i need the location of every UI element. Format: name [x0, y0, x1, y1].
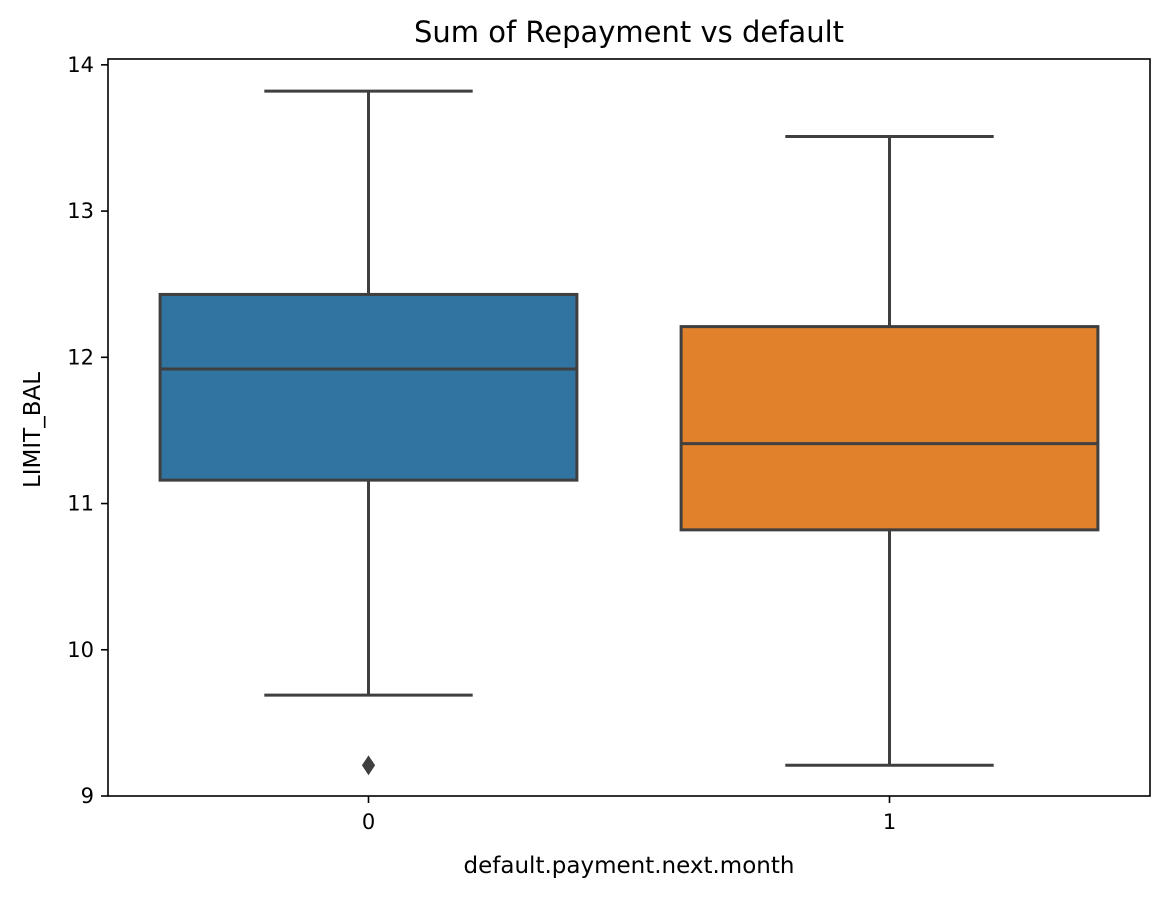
y-tick-label: 11	[67, 492, 94, 516]
x-tick-label: 1	[883, 810, 896, 834]
y-axis: 9 10 11 12 13 14	[67, 53, 108, 808]
y-tick-label: 12	[67, 345, 94, 369]
x-tick-label: 0	[362, 810, 375, 834]
y-tick-label: 10	[67, 638, 94, 662]
y-axis-label: LIMIT_BAL	[20, 372, 46, 488]
box-group-0	[158, 89, 579, 776]
chart-title: Sum of Repayment vs default	[414, 15, 844, 49]
plot-area	[158, 89, 1100, 776]
y-tick-label: 9	[81, 784, 94, 808]
x-axis-label: default.payment.next.month	[464, 853, 795, 879]
iqr-box	[158, 292, 579, 482]
outlier-point	[361, 755, 376, 776]
iqr-box	[679, 325, 1100, 532]
y-tick-label: 14	[67, 53, 94, 77]
plot-frame	[107, 58, 1151, 797]
y-tick-label: 13	[67, 199, 94, 223]
box-group-1	[679, 135, 1100, 767]
